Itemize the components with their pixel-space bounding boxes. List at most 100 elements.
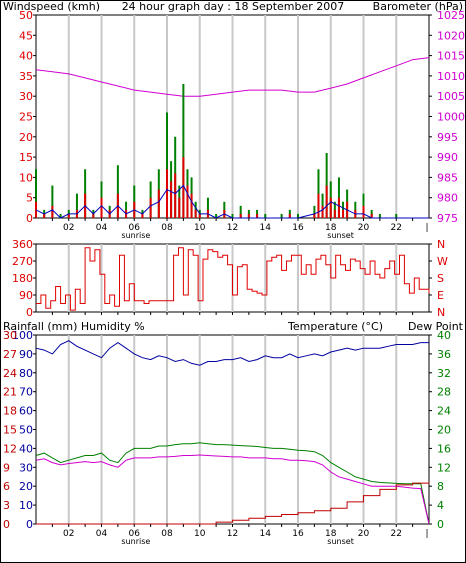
wind-ylabel: Windspeed (kmh): [3, 0, 100, 13]
left-tick-label: 40: [19, 50, 33, 63]
right-tick-label: 975: [437, 212, 458, 225]
x-tick-label: 04: [96, 529, 108, 539]
left-tick-label: 90: [19, 348, 33, 361]
x-tick-label: 14: [260, 223, 272, 233]
x-tick-label: 10: [194, 529, 206, 539]
right-tick-label: 1005: [437, 90, 465, 103]
x-tick-label: 02: [63, 529, 74, 539]
temperature-line: [35, 442, 430, 525]
barometer-ylabel: Barometer (hPa): [373, 0, 463, 13]
right-tick-label: 995: [437, 131, 458, 144]
average-wind-line: [35, 184, 429, 219]
left-tick-label: 5: [26, 192, 33, 205]
wind-direction-line: [36, 247, 430, 311]
right-tick-label: 1000: [437, 111, 465, 124]
x-tick-label: 06: [129, 223, 141, 233]
sunrise-marker: sunrise: [121, 537, 150, 546]
dewpoint-ylabel: Dew Point: [408, 320, 464, 333]
x-tick-label: 22: [391, 223, 402, 233]
barometer-line: [35, 57, 430, 97]
left-tick-label: 35: [19, 70, 33, 83]
left-tick-label: 50: [19, 424, 33, 437]
left-tick-label-secondary: 27: [3, 348, 17, 361]
x-tick-label: 16: [292, 529, 304, 539]
right-tick-label: 8: [437, 480, 444, 493]
left-tick-label: 40: [19, 442, 33, 455]
left-tick-label-secondary: 21: [3, 386, 17, 399]
x-tick-label: 18: [325, 223, 337, 233]
left-tick-label-secondary: 30: [3, 329, 17, 342]
right-tick-label: 40: [437, 329, 451, 342]
x-tick-label: 08: [161, 529, 173, 539]
right-tick-label: 12: [437, 461, 451, 474]
left-tick-label: 360: [12, 238, 33, 251]
left-tick-label-secondary: 9: [3, 461, 10, 474]
left-tick-label: 270: [12, 255, 33, 268]
x-tick-label: 12: [227, 529, 238, 539]
left-tick-label: 180: [12, 272, 33, 285]
right-tick-label: 0: [437, 518, 444, 531]
left-tick-label-secondary: 24: [3, 367, 17, 380]
right-tick-label: N: [437, 306, 445, 319]
right-tick-label: 4: [437, 499, 444, 512]
x-tick-label: 20: [358, 529, 370, 539]
sunset-marker: sunset: [327, 537, 354, 546]
x-tick-label: 08: [161, 223, 173, 233]
right-tick-label: 1020: [437, 29, 465, 42]
temperature-ylabel: Temperature (°C): [287, 320, 383, 333]
right-tick-label: 980: [437, 192, 458, 205]
x-tick-label: 20: [358, 223, 370, 233]
left-tick-label: 45: [19, 29, 33, 42]
left-tick-label-secondary: 3: [3, 499, 10, 512]
left-tick-label: 90: [19, 289, 33, 302]
right-tick-label: 990: [437, 151, 458, 164]
left-tick-label-secondary: 0: [3, 518, 10, 531]
left-tick-label-secondary: 15: [3, 424, 17, 437]
x-tick-label: 16: [292, 223, 304, 233]
right-tick-label: 16: [437, 442, 451, 455]
humidity-line: [35, 340, 429, 366]
left-tick-label: 20: [19, 131, 33, 144]
x-tick-label: 14: [260, 529, 272, 539]
right-tick-label: 985: [437, 171, 458, 184]
left-tick-label: 80: [19, 367, 33, 380]
right-tick-label: 36: [437, 348, 451, 361]
right-tick-label: 20: [437, 424, 451, 437]
x-tick-label: 02: [63, 223, 74, 233]
left-tick-label: 10: [19, 171, 33, 184]
x-tick-label: 10: [194, 223, 206, 233]
right-tick-label: 1015: [437, 50, 465, 63]
x-tick-label: 18: [325, 529, 337, 539]
right-tick-label: W: [437, 255, 448, 268]
left-tick-label: 15: [19, 151, 33, 164]
chart-title: 24 hour graph day : 18 September 2007: [122, 0, 345, 13]
left-tick-label: 25: [19, 111, 33, 124]
left-tick-label: 30: [19, 461, 33, 474]
left-tick-label: 0: [26, 518, 33, 531]
rain-humidity-ylabel: Rainfall (mm) Humidity %: [3, 320, 145, 333]
left-tick-label: 70: [19, 386, 33, 399]
left-tick-label-secondary: 18: [3, 405, 17, 418]
left-tick-label-secondary: 6: [3, 480, 10, 493]
right-tick-label: 32: [437, 367, 451, 380]
left-tick-label-secondary: 12: [3, 442, 17, 455]
right-tick-label: N: [437, 238, 445, 251]
left-tick-label: 100: [12, 329, 33, 342]
x-tick-label: 06: [129, 529, 141, 539]
left-tick-label: 0: [26, 212, 33, 225]
left-tick-label: 60: [19, 405, 33, 418]
right-tick-label: 24: [437, 405, 451, 418]
x-tick-label: 12: [227, 223, 238, 233]
x-tick-label: 22: [391, 529, 402, 539]
left-tick-label: 30: [19, 90, 33, 103]
right-tick-label: 28: [437, 386, 451, 399]
x-tick-label: 04: [96, 223, 108, 233]
rainfall-line: [36, 482, 430, 525]
left-tick-label: 20: [19, 480, 33, 493]
sunset-marker: sunset: [327, 231, 354, 240]
left-tick-label: 10: [19, 499, 33, 512]
right-tick-label: 1025: [437, 9, 465, 22]
sunrise-marker: sunrise: [121, 231, 150, 240]
